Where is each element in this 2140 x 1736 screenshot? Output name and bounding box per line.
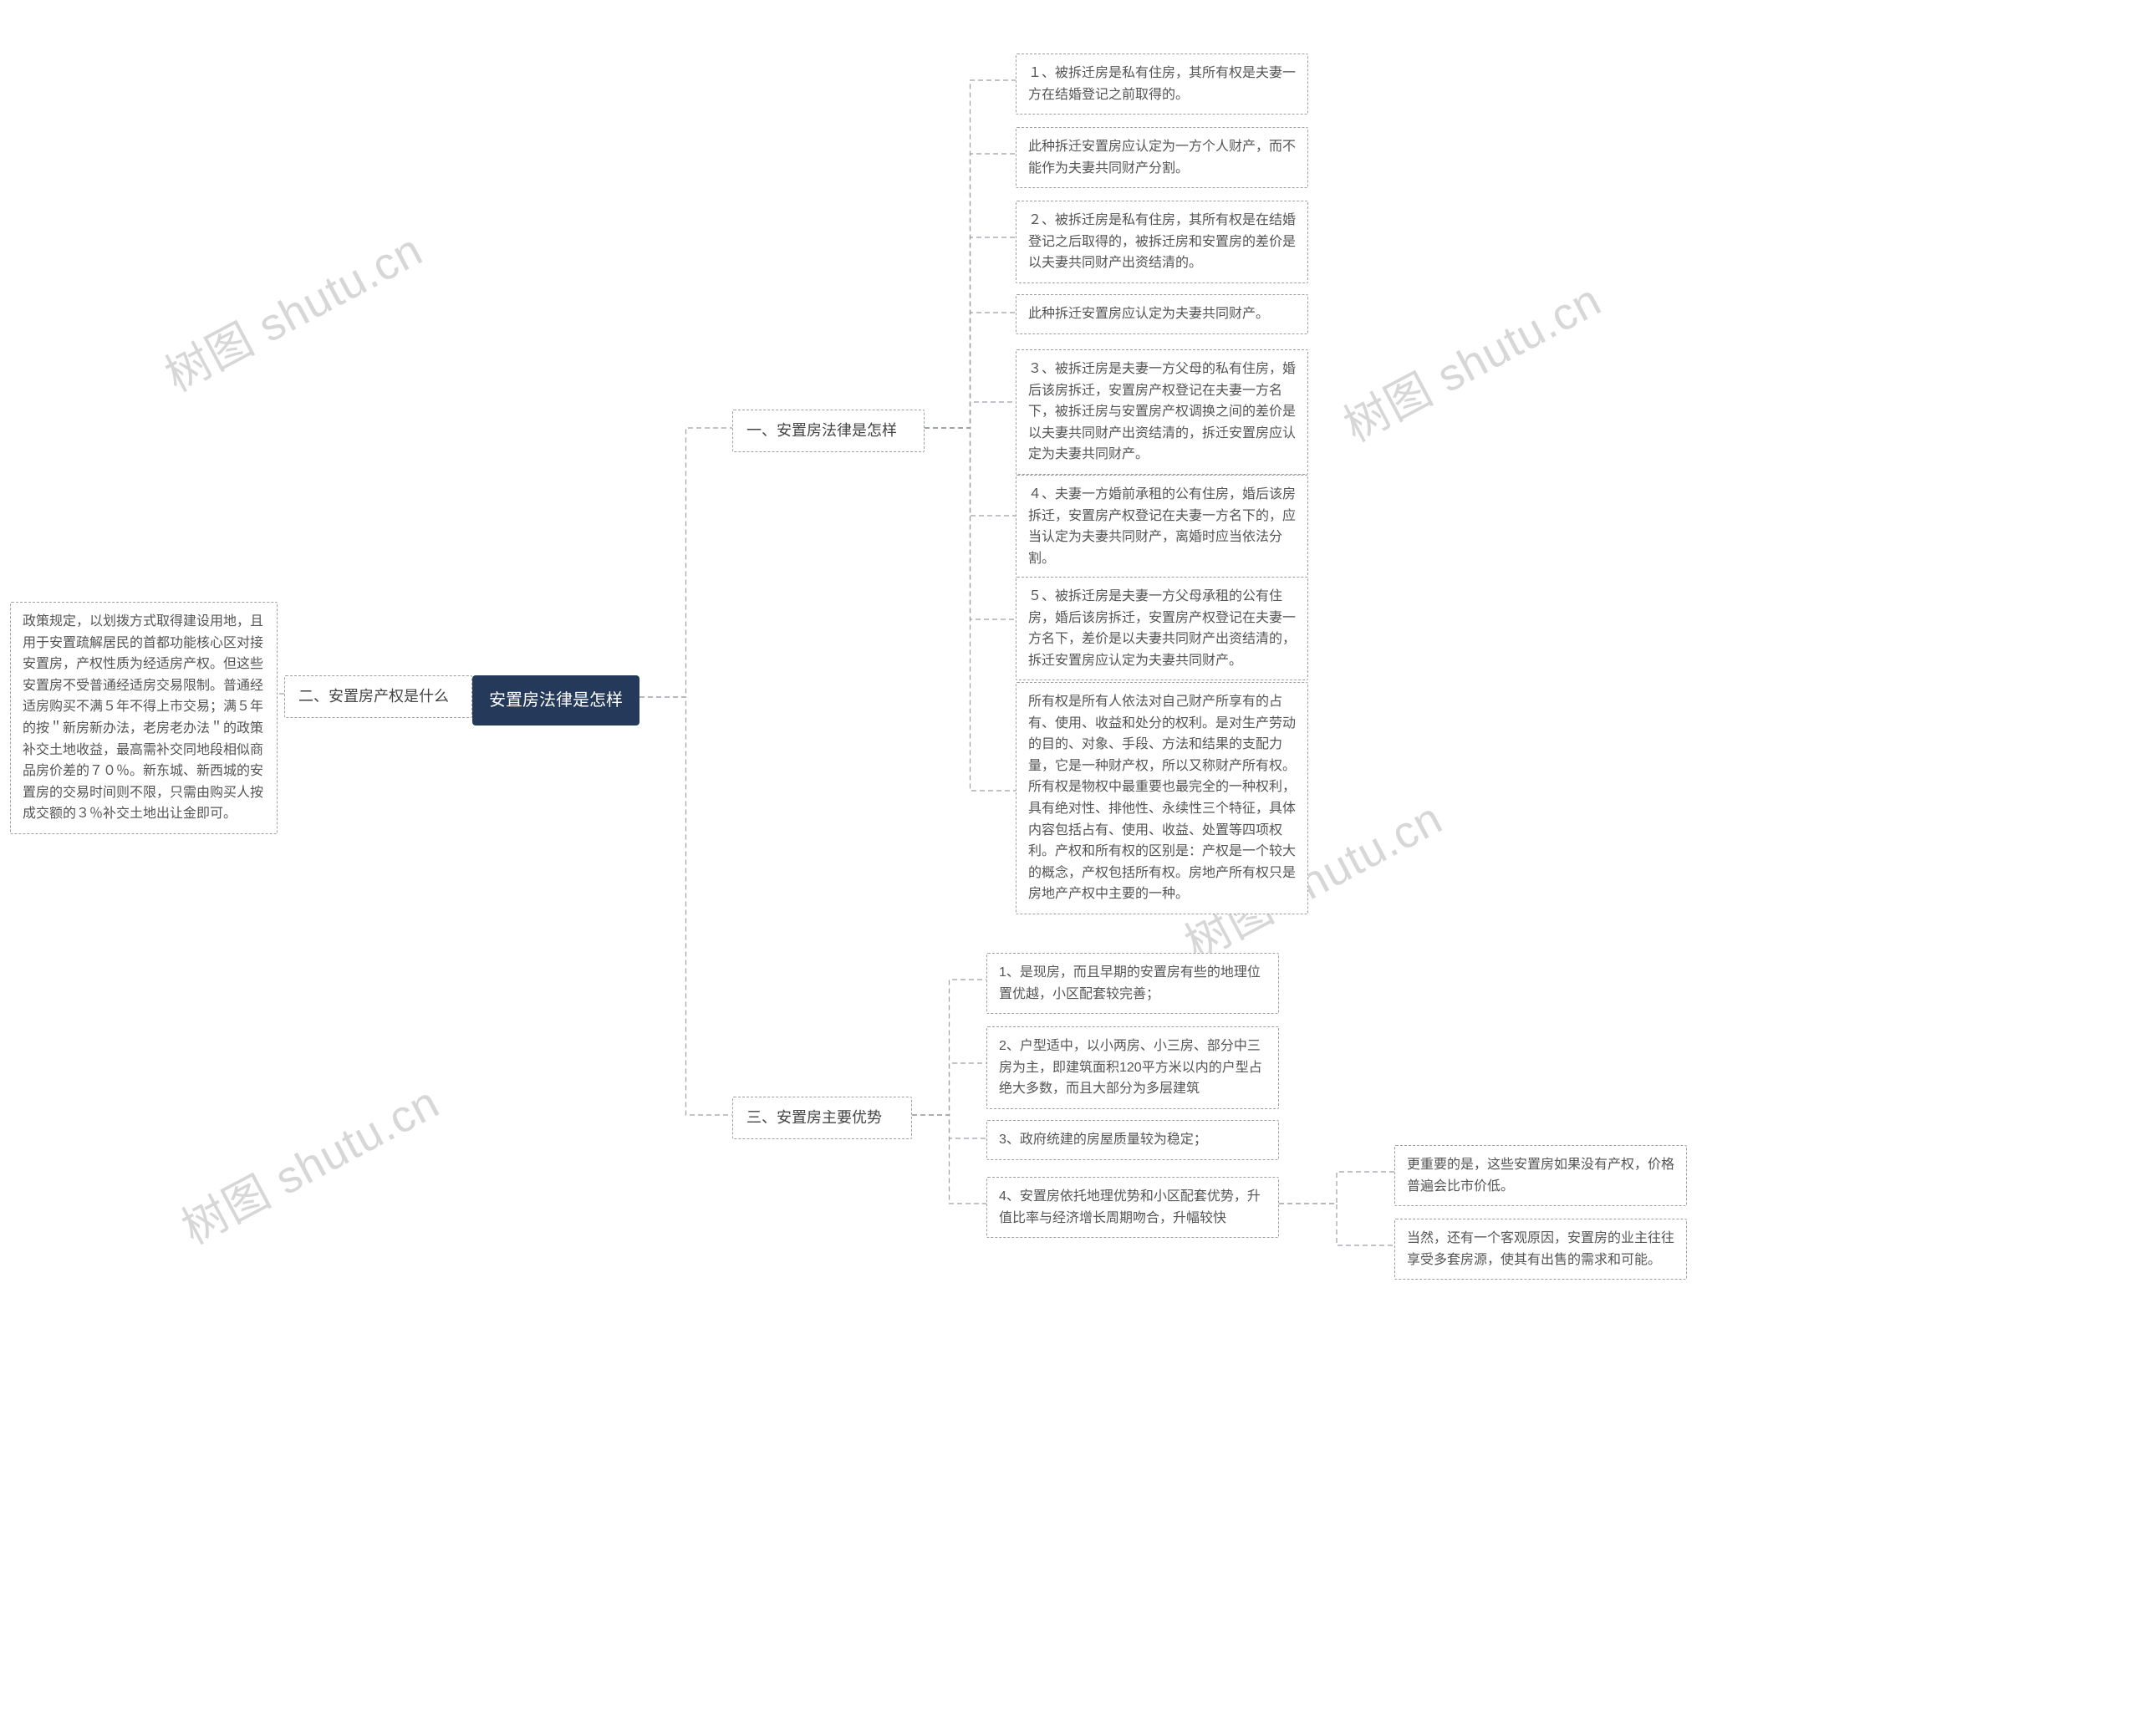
branch-node[interactable]: 一、安置房法律是怎样 bbox=[732, 410, 925, 452]
leaf-node[interactable]: 4、安置房依托地理优势和小区配套优势，升值比率与经济增长周期吻合，升幅较快 bbox=[986, 1177, 1279, 1238]
leaf-node[interactable]: ５、被拆迁房是夫妻一方父母承租的公有住房，婚后该房拆迁，安置房产权登记在夫妻一方… bbox=[1016, 577, 1308, 680]
leaf-node[interactable]: 政策规定，以划拨方式取得建设用地，且用于安置疏解居民的首都功能核心区对接安置房，… bbox=[10, 602, 278, 834]
branch-node[interactable]: 二、安置房产权是什么 bbox=[284, 675, 472, 718]
branch-node[interactable]: 三、安置房主要优势 bbox=[732, 1097, 912, 1139]
leaf-node[interactable]: 2、户型适中，以小两房、小三房、部分中三房为主，即建筑面积120平方米以内的户型… bbox=[986, 1026, 1279, 1109]
leaf-node[interactable]: 此种拆迁安置房应认定为一方个人财产，而不能作为夫妻共同财产分割。 bbox=[1016, 127, 1308, 188]
leaf-node[interactable]: 1、是现房，而且早期的安置房有些的地理位置优越，小区配套较完善； bbox=[986, 953, 1279, 1014]
leaf-node[interactable]: 所有权是所有人依法对自己财产所享有的占有、使用、收益和处分的权利。是对生产劳动的… bbox=[1016, 682, 1308, 914]
leaf-node[interactable]: ４、夫妻一方婚前承租的公有住房，婚后该房拆迁，安置房产权登记在夫妻一方名下的，应… bbox=[1016, 475, 1308, 578]
watermark: 树图 shutu.cn bbox=[168, 1066, 449, 1257]
watermark: 树图 shutu.cn bbox=[151, 213, 432, 405]
watermark: 树图 shutu.cn bbox=[1330, 263, 1611, 455]
leaf-node[interactable]: １、被拆迁房是私有住房，其所有权是夫妻一方在结婚登记之前取得的。 bbox=[1016, 53, 1308, 115]
leaf-node[interactable]: ３、被拆迁房是夫妻一方父母的私有住房，婚后该房拆迁，安置房产权登记在夫妻一方名下… bbox=[1016, 349, 1308, 475]
leaf-node[interactable]: ２、被拆迁房是私有住房，其所有权是在结婚登记之后取得的，被拆迁房和安置房的差价是… bbox=[1016, 201, 1308, 283]
leaf-node[interactable]: 此种拆迁安置房应认定为夫妻共同财产。 bbox=[1016, 294, 1308, 334]
root-node[interactable]: 安置房法律是怎样 bbox=[472, 675, 639, 725]
leaf-node[interactable]: 当然，还有一个客观原因，安置房的业主往往享受多套房源，使其有出售的需求和可能。 bbox=[1394, 1219, 1687, 1280]
leaf-node[interactable]: 更重要的是，这些安置房如果没有产权，价格普遍会比市价低。 bbox=[1394, 1145, 1687, 1206]
mindmap-canvas: 树图 shutu.cn 树图 shutu.cn 树图 shutu.cn 树图 s… bbox=[0, 0, 2140, 1736]
leaf-node[interactable]: 3、政府统建的房屋质量较为稳定； bbox=[986, 1120, 1279, 1160]
